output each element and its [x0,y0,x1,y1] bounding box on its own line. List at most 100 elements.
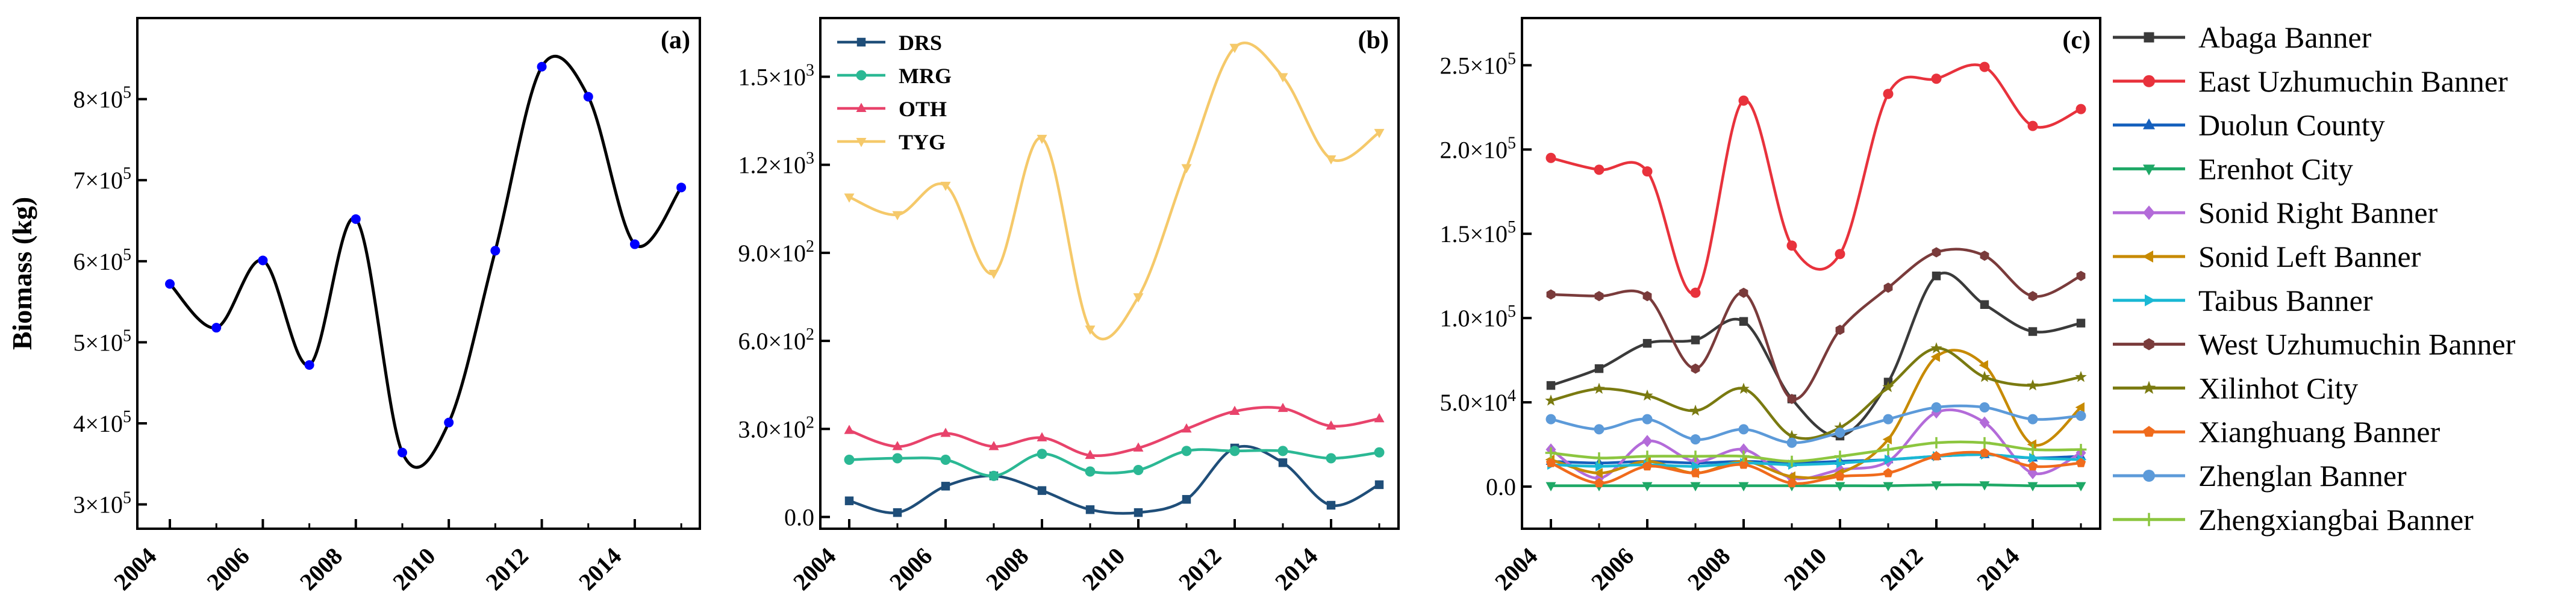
data-point [1786,240,1797,251]
legend-label: East Uzhumuchin Banner [2198,64,2508,98]
data-point [1642,291,1652,302]
data-point [892,211,903,220]
series-group [1545,61,2087,491]
data-point [1594,478,1605,488]
data-point [988,470,999,481]
data-point [2027,414,2038,425]
data-point [1932,247,1941,258]
data-point [2029,452,2039,463]
panel-a: 3×105 4×105 5×105 6×105 7×105 8×105 2004 2006 20… [7,17,701,596]
data-point [1882,444,1894,455]
legend-marker [2144,338,2154,350]
data-point [1883,414,1894,425]
data-point [844,425,855,434]
legend-marker [856,70,867,81]
data-point [844,496,854,505]
data-point [1641,389,1653,401]
data-point [1930,352,1940,363]
panel-label: (b) [1358,26,1389,54]
data-point [1594,164,1605,175]
data-point [537,61,547,72]
legend-label: DRS [899,31,942,55]
data-point [165,279,175,289]
data-point [1691,335,1700,344]
legend-label: Sonid Left Banner [2198,240,2421,273]
data-point [844,454,855,465]
data-point [1786,455,1798,467]
data-point [1883,89,1894,99]
x-tick-label: 2004 [788,543,841,596]
data-point [2075,482,2086,491]
data-point [1883,468,1894,478]
data-point [1545,414,1556,425]
data-point [1374,447,1385,458]
y-tick-label: 9.0×102 [738,237,814,267]
legend-marker [2143,118,2155,129]
data-point [1278,458,1288,467]
data-point [988,441,999,450]
data-point [1979,437,1991,449]
panel-label: (c) [2062,26,2091,54]
data-point [1181,423,1192,433]
legend-marker [2143,205,2155,220]
data-point [1037,134,1047,145]
legend-marker [856,138,867,148]
data-point [988,270,999,279]
data-point [490,246,501,256]
data-point [1932,271,1941,281]
axes-frame [819,17,1400,530]
legend-label: TYG [899,130,946,154]
data-point [2027,444,2039,455]
data-point [1979,402,1990,412]
data-point [1037,449,1047,459]
data-point [1979,370,1991,382]
data-point [1835,325,1845,335]
data-point [1834,450,1846,462]
data-point [351,214,361,224]
data-point [583,92,593,102]
legend-label: Zhenglan Banner [2198,459,2407,493]
x-tick-label: 2012 [1173,543,1226,596]
series-line-west-uzhumuchin-banner [1550,247,2082,401]
data-point [2075,402,2085,412]
data-point [1374,480,1384,490]
legend-b: DRS MRG OTH TYG [837,31,952,154]
y-axis-label: Biomass (kg) [7,197,37,350]
y-tick-label: 1.0×105 [1439,302,1516,332]
data-point [1835,482,1845,491]
data-point [1229,43,1240,54]
data-point [211,323,222,333]
data-point [1182,495,1191,504]
data-point [629,239,640,249]
data-point [1691,363,1700,374]
data-point [1786,437,1797,448]
panel-c: 0.0 5.0×104 1.0×105 1.5×105 2.0×105 2.5×105 20… [1439,17,2101,596]
data-point [1885,454,1894,465]
x-tick-label: 2012 [1875,543,1928,596]
data-point [1882,434,1892,445]
data-point [1037,432,1047,441]
legend-marker [2145,294,2156,307]
data-point [1085,449,1096,459]
data-point [1545,152,1556,163]
data-point [1545,394,1557,406]
data-point [397,447,407,458]
data-point [1133,293,1144,303]
data-point [1835,463,1845,476]
series-line-erenhot-city [1550,483,2082,487]
data-point [940,181,951,191]
data-point [1739,287,1748,298]
legend-label: Zhengxiangbai Banner [2198,503,2474,537]
data-point [1374,129,1385,139]
data-point [1545,482,1556,491]
data-point [1979,360,1988,371]
data-point [2028,291,2038,302]
data-point [1085,505,1095,514]
legend-label: Sonid Right Banner [2198,196,2438,229]
series-line-sonid-right-banner [1550,408,2082,481]
data-point [1133,442,1144,452]
data-point [1595,461,1605,472]
data-point [1546,289,1556,300]
data-point [1690,482,1701,491]
data-point [444,417,454,428]
